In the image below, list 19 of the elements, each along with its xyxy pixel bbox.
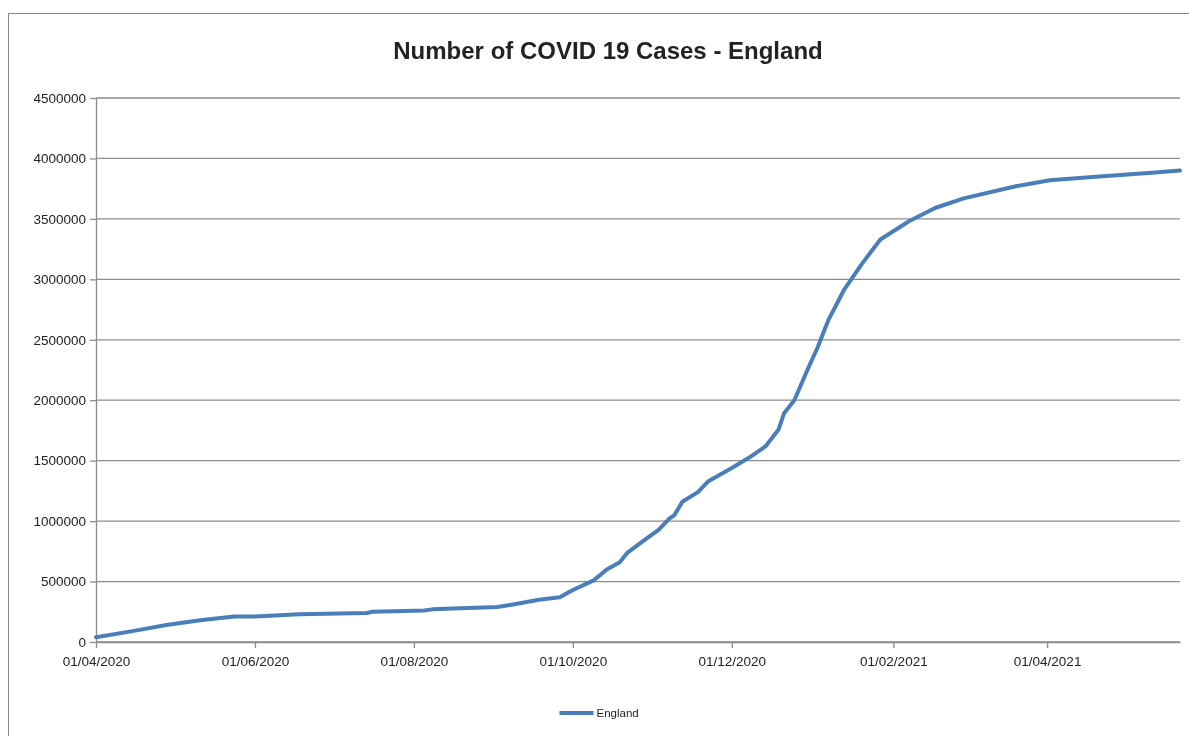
x-tick-label: 01/12/2020 [698,653,767,669]
y-tick-label: 2000000 [33,393,86,409]
x-tick-label: 01/04/2021 [1013,653,1082,669]
legend-label: England [596,707,639,719]
x-tick-label: 01/10/2020 [539,653,608,669]
x-tick-label: 01/06/2020 [221,653,290,669]
x-tick-label: 01/04/2020 [62,653,131,669]
y-tick-label: 4500000 [33,90,86,106]
y-tick-label: 3500000 [33,211,86,227]
y-tick-label: 3000000 [33,272,86,288]
chart-title: Number of COVID 19 Cases - England [393,37,823,64]
x-tick-label: 01/08/2020 [380,653,449,669]
y-tick-label: 1000000 [33,513,86,529]
y-tick-label: 1500000 [33,453,86,469]
y-tick-label: 4000000 [33,151,86,167]
y-tick-label: 0 [78,634,86,650]
y-tick-label: 2500000 [33,332,86,348]
x-tick-label: 01/02/2021 [860,653,928,669]
y-tick-label: 500000 [40,574,86,590]
